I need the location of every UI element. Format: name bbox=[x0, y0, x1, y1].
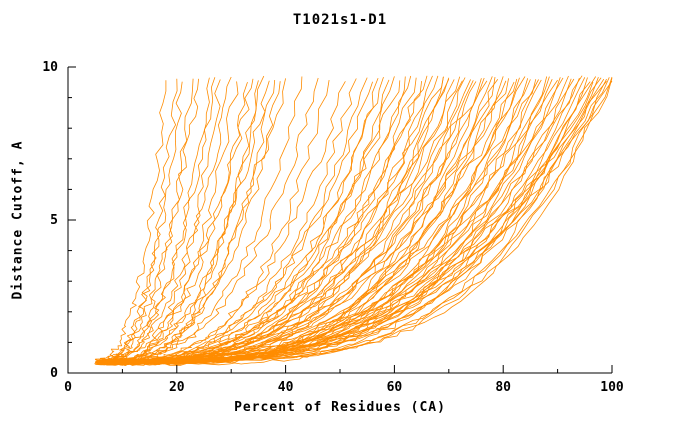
x-axis-label: Percent of Residues (CA) bbox=[234, 400, 446, 415]
model-curve bbox=[97, 81, 239, 365]
x-tick-label: 20 bbox=[169, 380, 185, 395]
x-tick-label: 0 bbox=[64, 380, 72, 395]
model-curve bbox=[100, 79, 276, 366]
model-curve bbox=[102, 78, 199, 361]
model-curve bbox=[96, 77, 564, 365]
model-curve bbox=[101, 78, 613, 365]
y-tick-label: 5 bbox=[50, 213, 58, 228]
x-tick-label: 40 bbox=[278, 380, 294, 395]
model-curve bbox=[97, 76, 613, 363]
model-curve bbox=[94, 80, 167, 361]
x-tick-label: 60 bbox=[387, 380, 403, 395]
model-curve bbox=[101, 80, 401, 363]
model-curve bbox=[96, 77, 610, 363]
curves-group bbox=[94, 75, 613, 366]
model-curve bbox=[96, 78, 286, 363]
chart-title: T1021s1-D1 bbox=[292, 12, 388, 28]
y-tick-label: 0 bbox=[50, 366, 58, 381]
model-curve bbox=[99, 80, 613, 365]
model-curve bbox=[100, 80, 607, 363]
y-tick-label: 10 bbox=[42, 60, 58, 75]
model-curve bbox=[98, 77, 216, 363]
model-curve bbox=[98, 81, 183, 363]
model-curve bbox=[100, 79, 558, 364]
model-curve bbox=[101, 76, 232, 364]
model-curve bbox=[100, 78, 605, 363]
model-curve bbox=[101, 76, 444, 366]
model-curve bbox=[100, 78, 499, 362]
model-curve bbox=[102, 81, 281, 364]
x-tick-label: 100 bbox=[600, 380, 624, 395]
x-tick-label: 80 bbox=[495, 380, 511, 395]
model-curve bbox=[101, 79, 537, 362]
